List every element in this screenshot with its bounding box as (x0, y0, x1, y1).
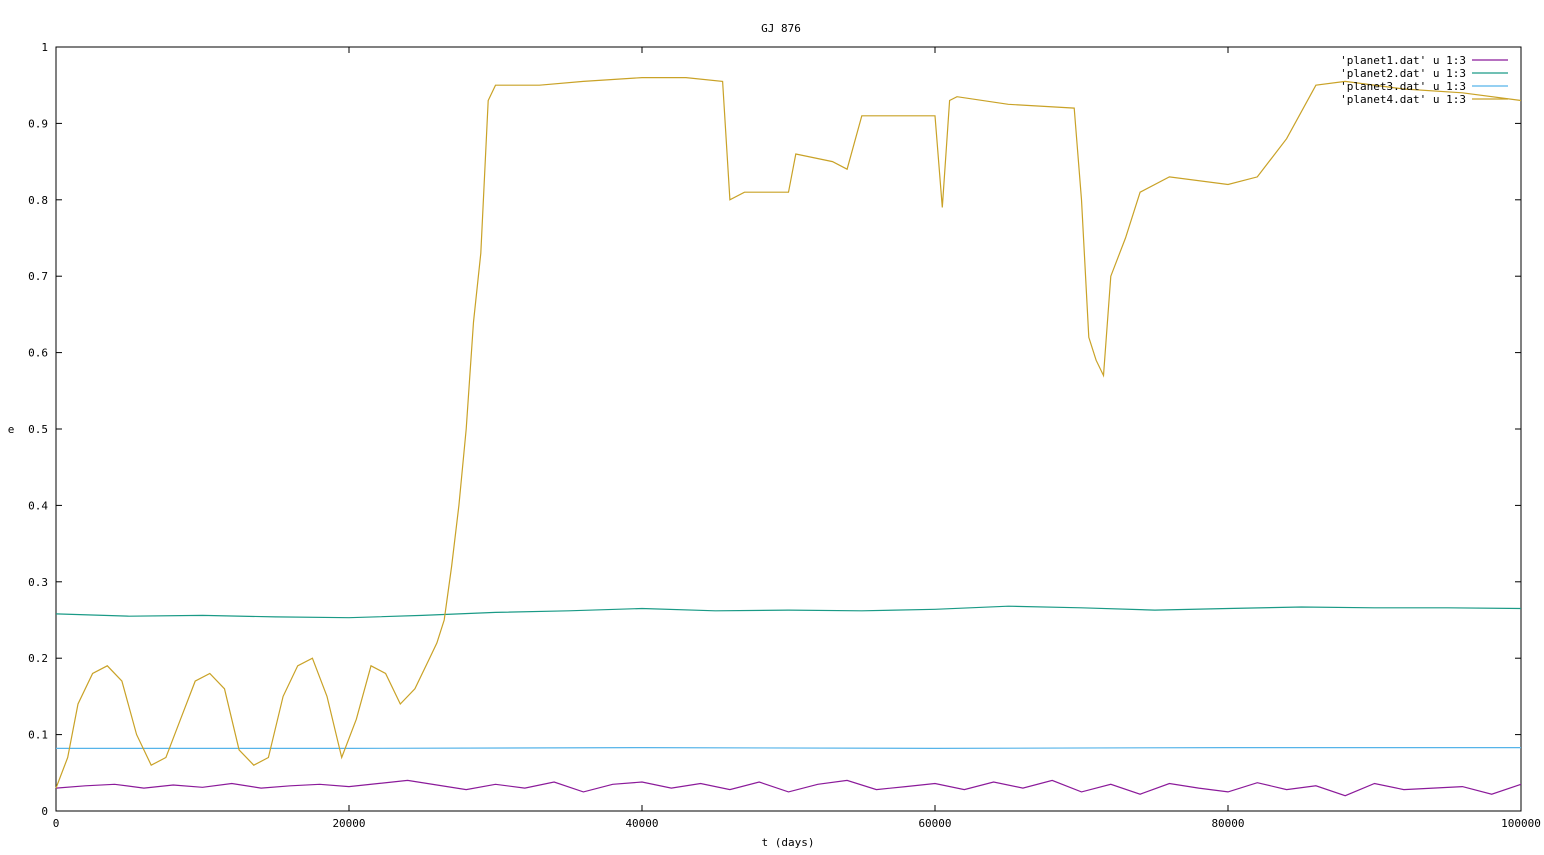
series-line-planet4 (55, 76, 1522, 789)
legend-label: 'planet3.dat' u 1:3 (1340, 80, 1466, 93)
y-tick-label: 0.7 (28, 270, 48, 283)
plot-border (55, 46, 1522, 812)
y-tick-label: 0.3 (28, 576, 48, 589)
x-tick-label: 80000 (1211, 817, 1244, 830)
y-tick-label: 0 (41, 805, 48, 818)
x-tick-label: 100000 (1501, 817, 1541, 830)
legend-label: 'planet2.dat' u 1:3 (1340, 67, 1466, 80)
y-tick-label: 1 (41, 41, 48, 54)
y-tick-label: 0.9 (28, 117, 48, 130)
x-tick-label: 0 (53, 817, 60, 830)
x-tick-label: 40000 (625, 817, 658, 830)
y-tick-label: 0.6 (28, 347, 48, 360)
series-layer (55, 76, 1522, 797)
x-tick-label: 20000 (332, 817, 365, 830)
series-line-planet1 (55, 779, 1522, 797)
y-tick-label: 0.8 (28, 194, 48, 207)
y-tick-label: 0.2 (28, 652, 48, 665)
x-axis-label: t (days) (762, 836, 815, 849)
legend: 'planet1.dat' u 1:3'planet2.dat' u 1:3'p… (1340, 54, 1508, 106)
x-axis: 0 20000 40000 60000 80000 100000 (53, 47, 1541, 830)
legend-label: 'planet4.dat' u 1:3 (1340, 93, 1466, 106)
series-line-planet2 (55, 605, 1522, 619)
legend-label: 'planet1.dat' u 1:3 (1340, 54, 1466, 67)
y-tick-label: 0.4 (28, 499, 48, 512)
y-tick-label: 0.5 (28, 423, 48, 436)
chart-title: GJ 876 (761, 22, 801, 35)
y-tick-label: 0.1 (28, 729, 48, 742)
x-tick-label: 60000 (918, 817, 951, 830)
plot-frame (55, 46, 1522, 812)
y-axis: 0 0.1 0.2 0.3 0.4 0.5 0.6 0.7 0.8 0.9 1 (28, 41, 1521, 818)
series-line-planet3 (56, 746, 1521, 750)
y-axis-label: e (8, 423, 15, 436)
